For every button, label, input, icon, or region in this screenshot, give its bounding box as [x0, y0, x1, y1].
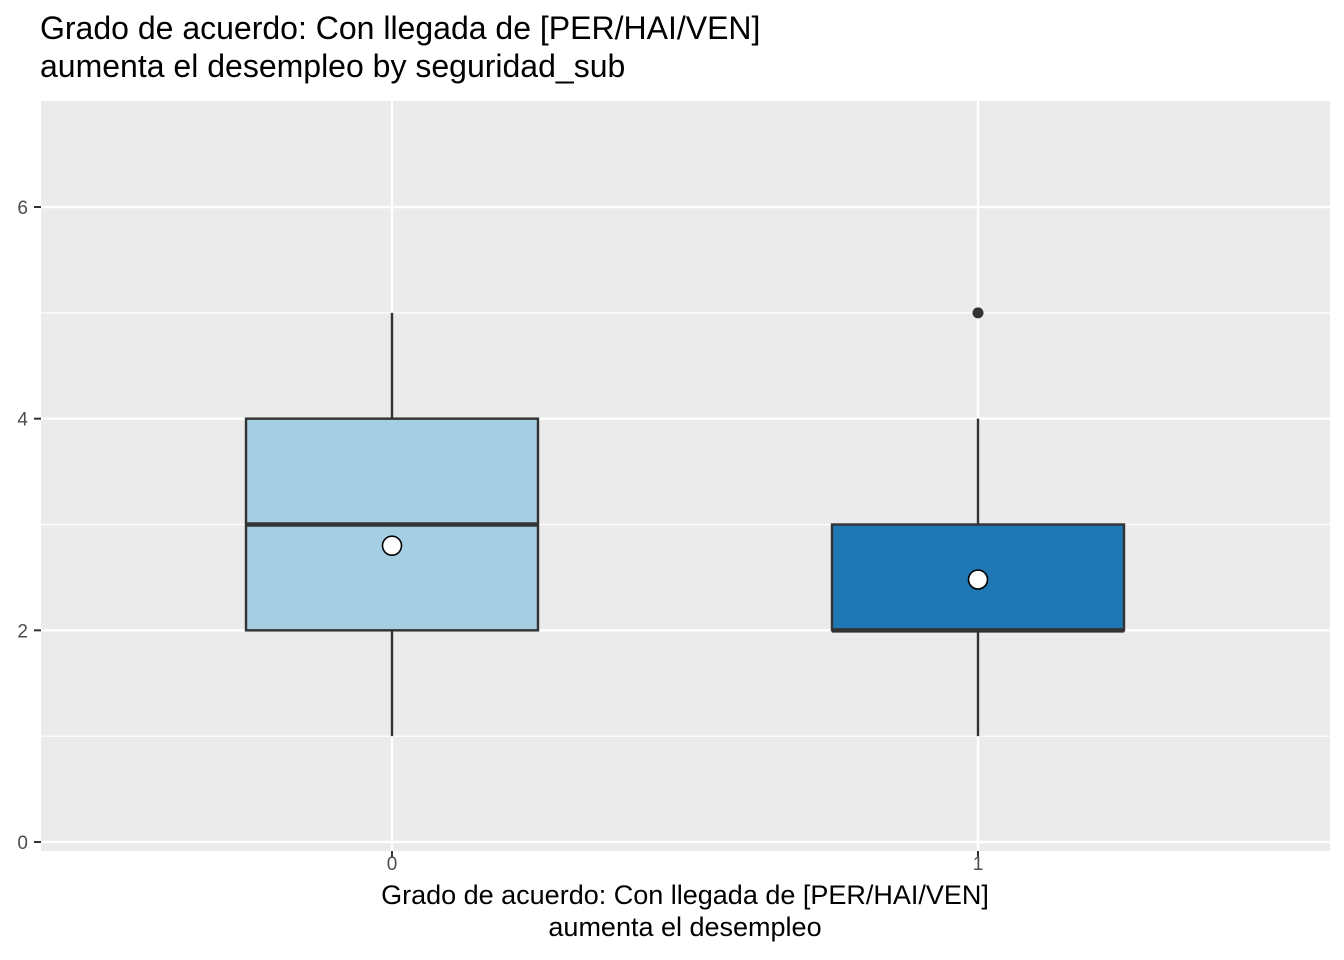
x-tick-label: 1 — [973, 854, 984, 875]
y-tick-label: 6 — [17, 198, 28, 219]
chart-title-line-2: aumenta el desempleo by seguridad_sub — [40, 48, 626, 84]
outlier-point — [972, 307, 984, 319]
x-axis-label-line-2: aumenta el desempleo — [548, 912, 822, 942]
chart-title-line-1: Grado de acuerdo: Con llegada de [PER/HA… — [40, 10, 761, 46]
plot-panel — [41, 101, 1330, 851]
y-tick-label: 2 — [17, 621, 28, 642]
x-axis-label-line-1: Grado de acuerdo: Con llegada de [PER/HA… — [381, 880, 989, 910]
mean-point — [381, 535, 403, 556]
box-iqr — [830, 523, 1126, 632]
mean-point — [967, 569, 989, 590]
y-tick-label: 4 — [17, 410, 28, 431]
y-tick-label: 0 — [17, 833, 28, 854]
x-tick-label: 0 — [387, 854, 398, 875]
